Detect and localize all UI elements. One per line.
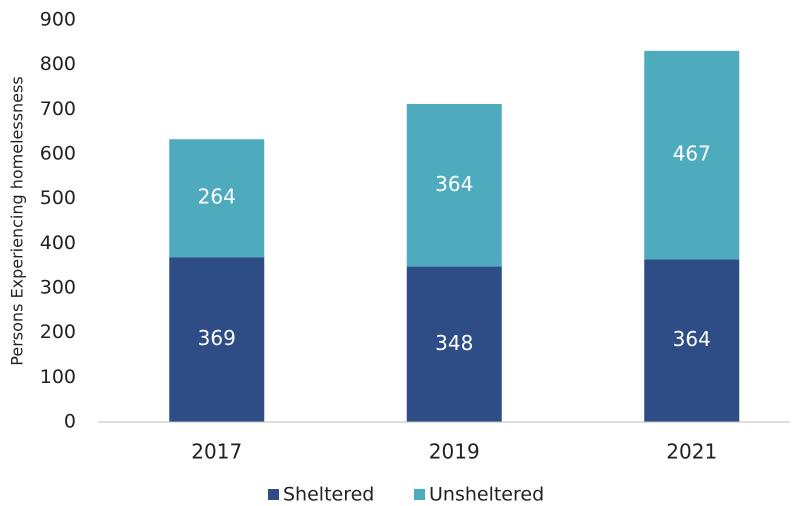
data-label: 369 bbox=[198, 326, 236, 350]
data-label: 264 bbox=[198, 185, 236, 209]
x-tick-label: 2021 bbox=[666, 440, 717, 464]
legend-swatch bbox=[268, 489, 279, 500]
y-tick-label: 600 bbox=[40, 143, 76, 165]
data-label: 364 bbox=[673, 327, 711, 351]
y-tick-label: 300 bbox=[40, 277, 76, 299]
y-tick-label: 400 bbox=[40, 232, 76, 254]
x-tick-label: 2017 bbox=[191, 440, 242, 464]
bar-segment bbox=[644, 50, 740, 260]
y-tick-label: 900 bbox=[40, 9, 76, 31]
bar-segment bbox=[406, 103, 502, 267]
y-tick-label: 200 bbox=[40, 321, 76, 343]
legend-label: Unsheltered bbox=[429, 484, 544, 506]
y-tick-label: 100 bbox=[40, 366, 76, 388]
bar-segment bbox=[169, 139, 265, 258]
y-tick-label: 800 bbox=[40, 53, 76, 75]
bar-segment bbox=[169, 257, 265, 422]
bar-segment bbox=[406, 266, 502, 422]
legend-label: Sheltered bbox=[283, 484, 374, 506]
y-tick-label: 0 bbox=[64, 411, 76, 433]
y-axis-label: Persons Experiencing homelessness bbox=[8, 76, 27, 365]
y-tick-label: 700 bbox=[40, 98, 76, 120]
data-label: 467 bbox=[673, 142, 711, 166]
data-label: 364 bbox=[435, 172, 473, 196]
data-label: 348 bbox=[435, 331, 473, 355]
y-tick-label: 500 bbox=[40, 187, 76, 209]
legend-swatch bbox=[414, 489, 425, 500]
bar-segment bbox=[644, 259, 740, 422]
x-tick-label: 2019 bbox=[429, 440, 480, 464]
